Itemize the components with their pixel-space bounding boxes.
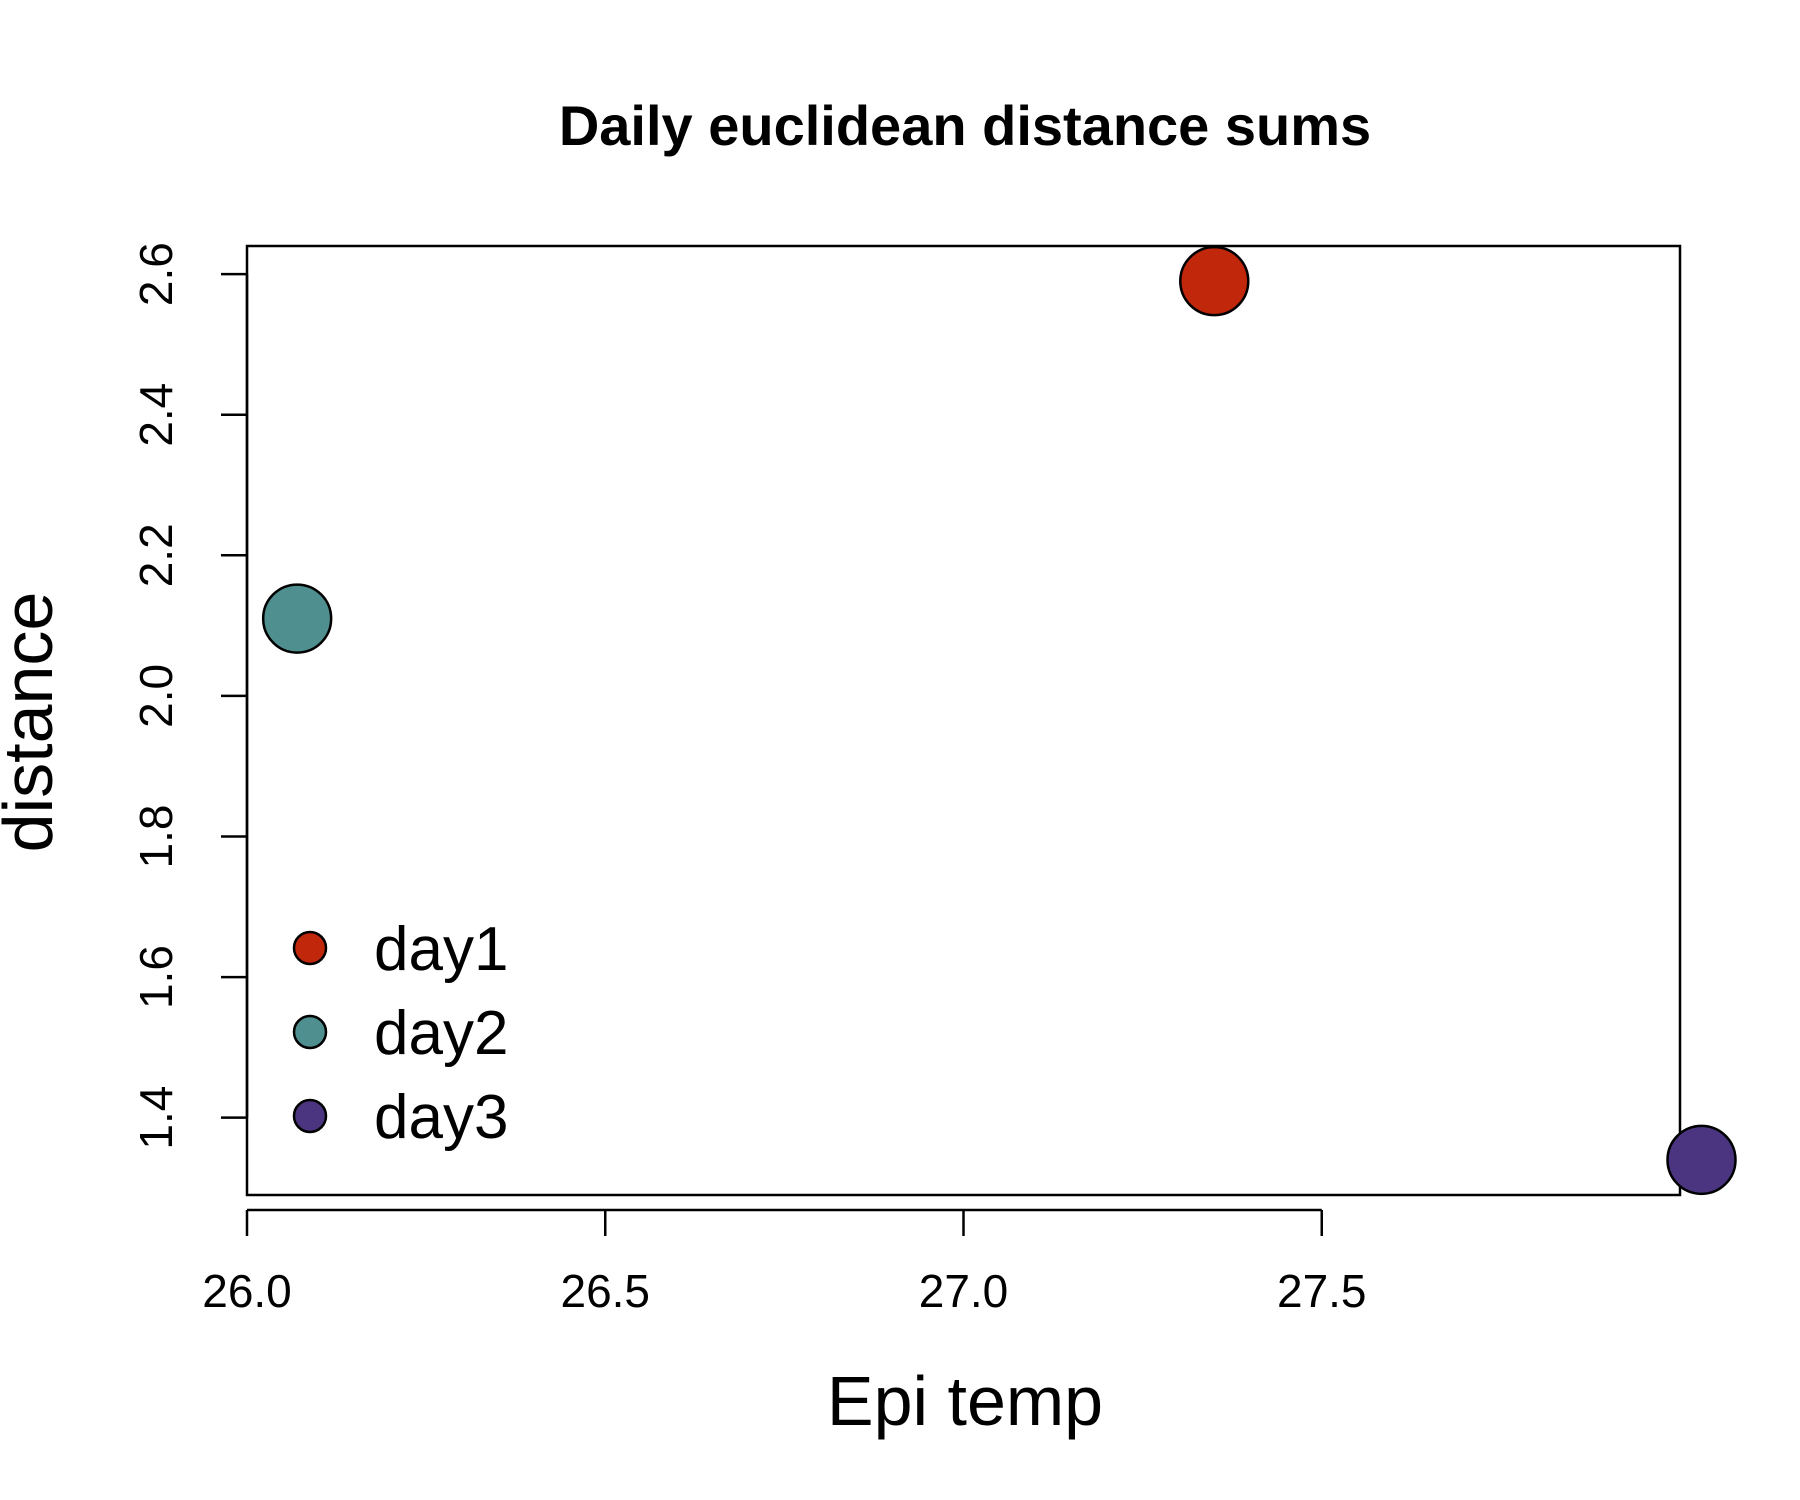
x-axis: 26.0 26.5 27.0 27.5: [202, 1208, 1367, 1317]
y-tick-label: 1.4: [130, 1086, 182, 1150]
y-tick-label: 2.0: [130, 664, 182, 728]
legend-label-day1: day1: [374, 915, 508, 984]
y-tick-label: 2.6: [130, 242, 182, 306]
y-axis-label: distance: [0, 592, 67, 853]
data-point-day3: [1666, 1124, 1737, 1196]
legend-label-day3: day3: [374, 1083, 508, 1152]
legend: day1 day2 day3: [292, 915, 508, 1152]
legend-marker-day3: [292, 1098, 328, 1134]
y-tick-label: 2.2: [130, 523, 182, 587]
data-point-day1: [1179, 245, 1250, 317]
legend-marker-day2: [292, 1014, 328, 1050]
y-tick-label: 1.6: [130, 945, 182, 1009]
y-tick-label: 2.4: [130, 383, 182, 447]
y-tick-label: 1.8: [130, 805, 182, 869]
x-tick-label: 26.5: [560, 1265, 650, 1317]
x-tick-label: 26.0: [202, 1265, 292, 1317]
chart-title: Daily euclidean distance sums: [559, 94, 1371, 157]
data-point-day2: [261, 583, 333, 654]
x-tick-label: 27.5: [1277, 1265, 1367, 1317]
legend-marker-day1: [292, 930, 328, 966]
data-points: [261, 245, 1737, 1196]
x-axis-label: Epi temp: [827, 1362, 1103, 1440]
legend-label-day2: day2: [374, 999, 508, 1068]
y-axis: 1.4 1.6 1.8 2.0 2.2 2.4 2.6: [130, 242, 249, 1150]
x-tick-label: 27.0: [919, 1265, 1009, 1317]
